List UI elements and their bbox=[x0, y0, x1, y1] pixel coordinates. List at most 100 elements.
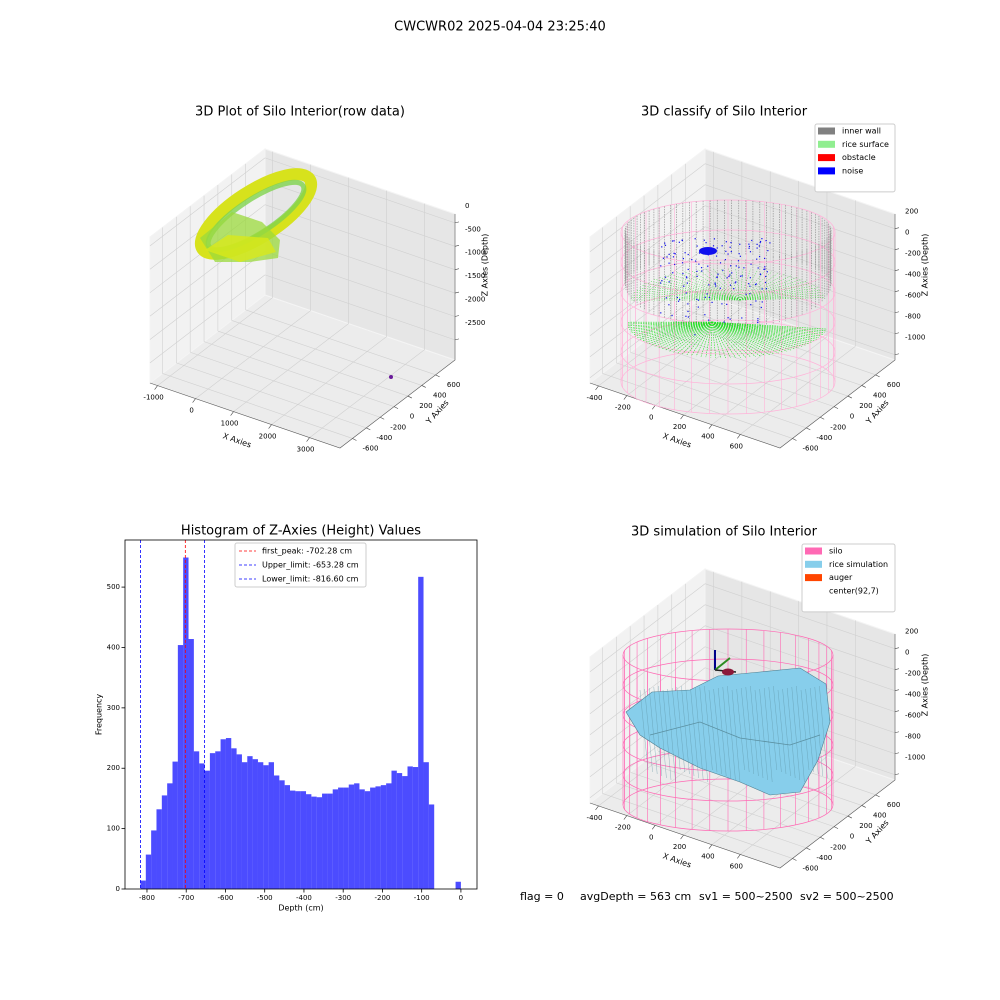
rice-surface bbox=[683, 271, 741, 301]
mesh-line bbox=[777, 689, 787, 775]
bar bbox=[407, 766, 413, 889]
noise-point bbox=[716, 247, 718, 249]
y-tick bbox=[820, 836, 825, 840]
grid-line bbox=[643, 341, 835, 407]
noise-point bbox=[769, 242, 771, 244]
bar bbox=[252, 759, 258, 889]
mesh-line bbox=[741, 687, 750, 773]
noise-point bbox=[725, 250, 727, 252]
noise-point bbox=[761, 301, 763, 303]
rice-surface bbox=[690, 270, 741, 301]
bar bbox=[412, 767, 419, 889]
noise-point bbox=[674, 253, 676, 255]
noise-point bbox=[715, 285, 717, 287]
rice-surface bbox=[710, 321, 713, 358]
noise-point bbox=[729, 274, 731, 276]
rice-surface bbox=[691, 321, 713, 356]
grid-line bbox=[245, 309, 436, 376]
rice-surface bbox=[739, 283, 811, 301]
y-tick bbox=[875, 794, 880, 798]
bar bbox=[396, 773, 403, 889]
noise-point bbox=[749, 285, 751, 287]
x-tick-label: -200 bbox=[615, 404, 631, 412]
rice-surface bbox=[711, 321, 792, 351]
noise-point bbox=[728, 275, 730, 278]
x-tick bbox=[595, 805, 599, 811]
bar bbox=[354, 783, 360, 889]
rice-surface bbox=[633, 321, 713, 335]
rice-surface bbox=[705, 268, 741, 301]
rice-surface bbox=[739, 280, 807, 301]
x-tick-label: -200 bbox=[615, 824, 631, 832]
x-tick bbox=[230, 411, 234, 416]
rice-surface bbox=[727, 267, 741, 301]
bar bbox=[348, 784, 355, 889]
rice-surface bbox=[633, 292, 741, 301]
bar bbox=[151, 830, 157, 889]
noise-point bbox=[730, 250, 732, 253]
x-tick bbox=[154, 385, 158, 390]
y-tick-label: 500 bbox=[107, 583, 120, 591]
noise-point bbox=[731, 272, 733, 274]
cloud-body bbox=[205, 235, 276, 262]
noise-point bbox=[759, 242, 761, 244]
x-tick-label: -300 bbox=[335, 894, 351, 902]
noise-point bbox=[696, 270, 698, 272]
rice-surface bbox=[649, 280, 741, 301]
noise-point bbox=[739, 275, 742, 277]
x-tick-label: 2000 bbox=[259, 433, 277, 441]
noise-point bbox=[750, 263, 752, 265]
y-tick-label: -200 bbox=[830, 423, 846, 431]
noise-point bbox=[748, 283, 750, 285]
y-tick-label: -200 bbox=[390, 423, 406, 431]
rice-surface bbox=[739, 297, 825, 301]
rice-surface bbox=[645, 283, 741, 301]
z-tick bbox=[894, 332, 900, 335]
rice-surface bbox=[627, 321, 713, 325]
y-tick bbox=[421, 385, 426, 388]
x-tick-label: -1000 bbox=[143, 394, 163, 402]
rice-surface bbox=[711, 321, 788, 352]
bar bbox=[241, 762, 248, 889]
x-tick bbox=[268, 424, 272, 429]
rice-surface bbox=[711, 321, 803, 347]
x-axis-label: Depth (cm) bbox=[278, 904, 323, 913]
grid-line bbox=[149, 251, 266, 340]
noise-point bbox=[665, 297, 667, 299]
y-tick-label: -400 bbox=[816, 854, 832, 862]
z-tick bbox=[894, 773, 900, 776]
bar bbox=[257, 762, 264, 889]
mesh-line bbox=[718, 687, 727, 777]
noise-point bbox=[749, 293, 751, 295]
noise-point bbox=[713, 238, 716, 240]
rice-surface bbox=[637, 321, 713, 339]
noise-point bbox=[681, 239, 683, 241]
rice-surface bbox=[739, 289, 821, 301]
noise-point bbox=[660, 312, 662, 314]
rice-surface bbox=[711, 321, 817, 340]
noise-point bbox=[687, 310, 689, 313]
noise-point bbox=[764, 268, 766, 270]
noise-point bbox=[706, 293, 708, 295]
mesh-line bbox=[667, 688, 676, 783]
y-tick bbox=[435, 374, 440, 378]
noise-point bbox=[750, 304, 752, 306]
mesh-line bbox=[791, 686, 800, 781]
plot-frame bbox=[124, 539, 478, 890]
grid-line bbox=[704, 583, 896, 649]
noise-point bbox=[756, 243, 758, 245]
y-tick bbox=[407, 395, 413, 399]
mesh-line bbox=[814, 686, 823, 777]
noise-point bbox=[673, 240, 675, 242]
bar bbox=[279, 780, 285, 889]
noise-point bbox=[757, 267, 759, 269]
y-tick-label: 0 bbox=[850, 833, 854, 841]
rice-surface bbox=[630, 321, 713, 332]
noise-point bbox=[704, 314, 706, 316]
y-tick-label: 600 bbox=[447, 381, 460, 389]
status-sv2: sv2 = 500~2500 bbox=[800, 890, 894, 903]
z-tick-label: -400 bbox=[905, 691, 921, 699]
rice-surface bbox=[632, 294, 741, 301]
noise-point bbox=[691, 259, 693, 261]
